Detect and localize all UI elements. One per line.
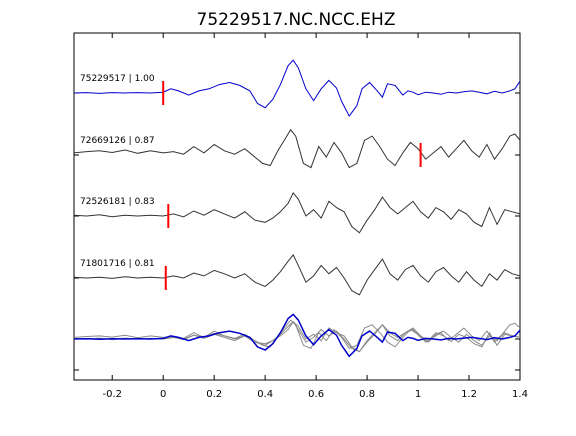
trace-label-0: 75229517 | 1.00: [80, 74, 155, 84]
x-tick-label-6: 1: [415, 389, 421, 400]
overlay-line-0: [73, 313, 521, 358]
overlay-line-1: [73, 319, 521, 350]
trace-labels: 75229517 | 1.00 72669126 | 0.87 72526181 |…: [80, 74, 155, 269]
trace-line-3: [73, 253, 521, 296]
x-ticks: -0.2 0 0.2 0.4 0.6 0.8 1 1.2 1.4: [102, 33, 528, 400]
trace-line-2: [73, 191, 521, 234]
axes-frame: [73, 32, 521, 381]
x-tick-label-2: 0.2: [206, 389, 222, 400]
chart-title: 75229517.NC.NCC.EHZ: [197, 10, 396, 30]
trace-label-2: 72526181 | 0.83: [80, 197, 155, 207]
trace-line-1: [73, 128, 521, 169]
x-tick-label-7: 1.2: [461, 389, 477, 400]
x-tick-label-1: 0: [160, 389, 166, 400]
trace-line-0: [73, 59, 521, 118]
x-tick-label-0: -0.2: [102, 389, 122, 400]
overlay-stack: [73, 313, 521, 358]
traces: [73, 59, 521, 296]
pick-markers: [162, 81, 422, 290]
x-tick-label-3: 0.4: [257, 389, 273, 400]
x-tick-label-4: 0.6: [308, 389, 324, 400]
trace-label-3: 71801716 | 0.81: [80, 259, 155, 269]
x-tick-label-5: 0.8: [359, 389, 375, 400]
x-tick-label-8: 1.4: [512, 389, 528, 400]
trace-label-1: 72669126 | 0.87: [80, 136, 155, 146]
